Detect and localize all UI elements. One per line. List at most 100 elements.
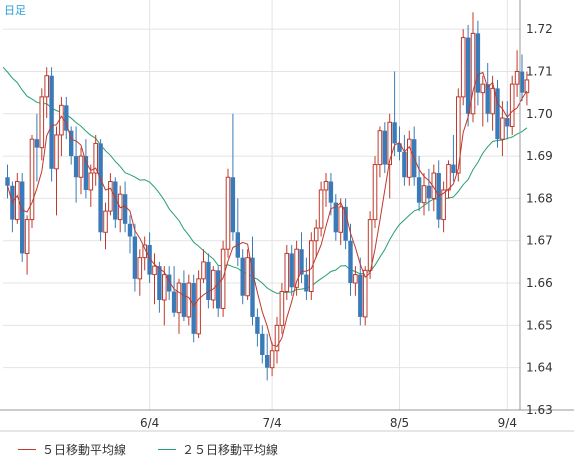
candle-body-up (152, 265, 157, 276)
candle-body-down (69, 130, 74, 157)
candle-body-down (122, 194, 128, 224)
candle-body-up (441, 189, 446, 221)
y-tick-label: 1.69 (526, 149, 553, 163)
candle-body-down (304, 274, 309, 292)
candle-body-up (274, 324, 280, 352)
candle-body-up (294, 248, 299, 288)
candle-body-up (137, 257, 143, 280)
legend-item-ma5: ５日移動平均線 (18, 441, 126, 458)
candle-body-up (470, 32, 476, 115)
candle-body-down (5, 177, 10, 186)
candle-body-down (343, 206, 348, 241)
legend-item-ma25: ２５日移動平均線 (158, 441, 278, 458)
candle-body-up (421, 185, 427, 204)
x-tick-label: 9/4 (498, 416, 517, 430)
candle-body-up (338, 206, 343, 233)
candle-body-up (196, 278, 201, 335)
candle-body-down (34, 139, 40, 148)
candle-body-down (333, 202, 338, 233)
candle-body-up (103, 210, 108, 233)
axes (0, 0, 574, 432)
period-label: 日足 (4, 4, 26, 17)
candle-body-down (98, 143, 103, 233)
candle-body-down (191, 283, 196, 334)
candle-body-up (318, 189, 324, 229)
candle-body-down (64, 105, 69, 131)
candle-body-up (269, 350, 275, 369)
y-tick-label: 1.71 (526, 64, 553, 78)
candle-body-up (108, 180, 113, 212)
candle-body-down (426, 185, 432, 199)
candle-body-down (20, 181, 25, 254)
candle-body-up (456, 96, 461, 174)
candle-body-down (289, 253, 294, 288)
candle-body-down (451, 164, 456, 174)
y-tick-label: 1.72 (526, 22, 553, 36)
candle-body-down (505, 118, 510, 127)
candle-body-up (446, 164, 451, 191)
candle-body-down (397, 143, 402, 152)
candle-body-up (279, 291, 285, 326)
candle-body-up (211, 269, 216, 301)
candle-body-down (495, 88, 500, 140)
candle-body-up (225, 176, 231, 250)
candle-body-down (206, 261, 211, 300)
legend: ５日移動平均線 ２５日移動平均線 (0, 432, 574, 462)
candle-body-up (509, 83, 515, 127)
y-tick-label: 1.64 (526, 361, 553, 375)
candle-body-up (93, 142, 99, 174)
candle-body-down (132, 236, 138, 279)
candle-body-up (78, 155, 84, 178)
candlestick-chart: 1.63 1.64 1.65 1.66 1.67 1.68 1.69 1.70 1.71 1.72… (0, 0, 574, 432)
y-tick-label: 1.63 (526, 403, 553, 417)
candle-body-down (485, 84, 490, 114)
candle-body-up (372, 164, 378, 221)
candle-body-up (524, 79, 530, 94)
legend-line-ma25 (158, 449, 176, 450)
grid-lines (3, 0, 520, 411)
ma5-line (7, 71, 528, 348)
legend-line-ma5 (18, 449, 36, 450)
candle-body-up (407, 138, 412, 178)
y-tick-label: 1.70 (526, 107, 553, 121)
legend-label-ma5: ５日移動平均線 (42, 443, 127, 457)
candle-body-down (265, 354, 270, 368)
y-tick-label: 1.68 (526, 191, 553, 205)
candle-body-down (49, 75, 54, 169)
candle-body-down (348, 240, 353, 284)
candle-body-down (73, 156, 79, 178)
candle-body-down (113, 181, 118, 220)
candle-body-up (362, 269, 368, 318)
x-tick-label: 8/5 (390, 416, 409, 430)
candle-body-down (250, 257, 255, 317)
candle-body-down (382, 130, 387, 165)
candle-body-down (216, 270, 221, 309)
candle-body-down (392, 122, 397, 144)
candle-body-up (284, 252, 290, 293)
candle-body-up (313, 227, 319, 242)
candle-body-up (162, 274, 167, 301)
y-tick-labels: 1.63 1.64 1.65 1.66 1.67 1.68 1.69 1.70 1.71 1.72 (526, 22, 553, 417)
candle-body-up (367, 219, 373, 271)
candle-body-up (59, 104, 64, 136)
candle-body-up (460, 37, 466, 98)
candle-body-up (201, 261, 206, 280)
candles (5, 12, 530, 381)
candle-body-up (44, 75, 50, 98)
candle-body-up (39, 96, 45, 149)
x-tick-label: 6/4 (140, 416, 159, 430)
candle-body-up (377, 130, 383, 166)
candle-body-down (328, 181, 334, 203)
candle-body-up (514, 70, 520, 85)
candle-body-up (387, 121, 392, 166)
candle-body-down (255, 316, 260, 334)
candle-body-up (29, 138, 35, 221)
candle-body-up (220, 248, 226, 309)
candle-body-up (353, 274, 358, 284)
candle-body-down (299, 249, 304, 275)
ma5-series (7, 71, 528, 348)
candle-body-down (260, 333, 265, 355)
candle-body-up (500, 117, 505, 140)
candle-body-up (245, 257, 250, 297)
